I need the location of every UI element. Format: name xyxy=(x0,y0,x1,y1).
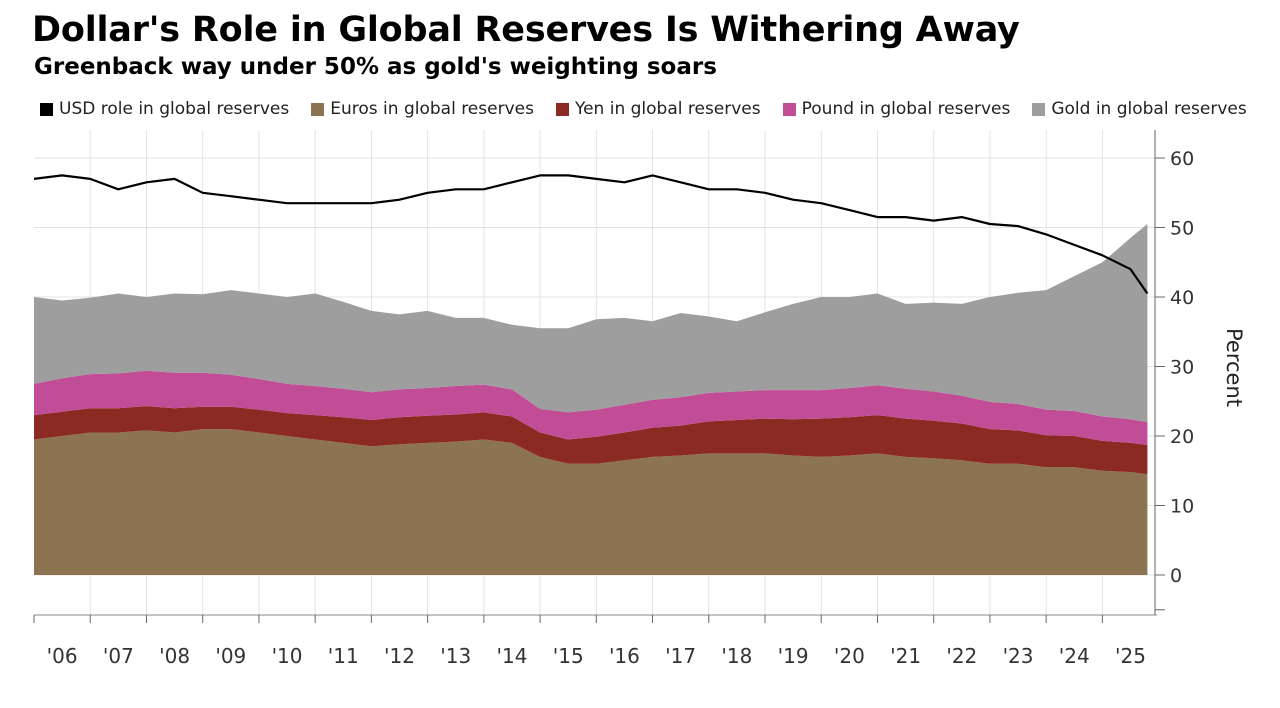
x-tick-label: '24 xyxy=(1059,644,1090,668)
legend-item: Yen in global reserves xyxy=(555,99,761,119)
legend-label: Euros in global reserves xyxy=(330,99,534,119)
area-gold xyxy=(34,224,1148,423)
x-tick-label: '18 xyxy=(721,644,752,668)
x-tick-label: '08 xyxy=(159,644,190,668)
x-tick-label: '23 xyxy=(1003,644,1034,668)
legend-item: Pound in global reserves xyxy=(782,99,1011,119)
area-yen xyxy=(34,406,1148,475)
y-tick-label: 40 xyxy=(1170,287,1194,309)
y-tick-label: 20 xyxy=(1170,426,1194,448)
x-tick-label: '10 xyxy=(272,644,303,668)
x-tick-label: '07 xyxy=(103,644,134,668)
legend-item: Euros in global reserves xyxy=(311,99,534,119)
legend-label: Pound in global reserves xyxy=(801,99,1011,119)
legend-swatch xyxy=(555,102,569,116)
x-tick-label: '06 xyxy=(47,644,78,668)
y-tick-label: 30 xyxy=(1170,357,1194,379)
legend-item: Gold in global reserves xyxy=(1032,99,1247,119)
legend-label: Yen in global reserves xyxy=(574,99,761,119)
legend-swatch xyxy=(311,102,325,116)
x-tick-label: '22 xyxy=(946,644,977,668)
legend-swatch xyxy=(782,102,796,116)
x-tick-label: '09 xyxy=(215,644,246,668)
area-pound xyxy=(34,370,1148,445)
x-tick-label: '21 xyxy=(890,644,921,668)
legend-label: USD role in global reserves xyxy=(59,99,290,119)
y-tick-label: 10 xyxy=(1170,496,1194,518)
x-tick-label: '16 xyxy=(609,644,640,668)
legend-swatch xyxy=(40,102,53,116)
legend-label: Gold in global reserves xyxy=(1051,99,1247,119)
x-tick-label: '11 xyxy=(328,644,359,668)
chart-title: Dollar's Role in Global Reserves Is With… xyxy=(32,10,1020,50)
x-tick-label: '14 xyxy=(496,644,527,668)
x-tick-label: '20 xyxy=(834,644,865,668)
y-tick-label: 0 xyxy=(1170,565,1182,587)
y-axis-label: Percent xyxy=(1222,328,1246,408)
legend-swatch xyxy=(1032,102,1046,116)
legend-item: USD role in global reserves xyxy=(40,99,289,119)
legend: USD role in global reserves Euros in glob… xyxy=(40,99,1269,119)
area-euros xyxy=(34,429,1148,575)
x-tick-label: '25 xyxy=(1115,644,1146,668)
line-usd xyxy=(33,174,1149,295)
x-tick-label: '19 xyxy=(778,644,809,668)
chart-subtitle: Greenback way under 50% as gold's weight… xyxy=(34,54,717,80)
x-tick-label: '17 xyxy=(665,644,696,668)
y-tick-label: 50 xyxy=(1170,218,1194,240)
x-tick-label: '12 xyxy=(384,644,415,668)
x-tick-label: '15 xyxy=(553,644,584,668)
x-tick-label: '13 xyxy=(440,644,471,668)
y-tick-label: 60 xyxy=(1170,148,1194,170)
